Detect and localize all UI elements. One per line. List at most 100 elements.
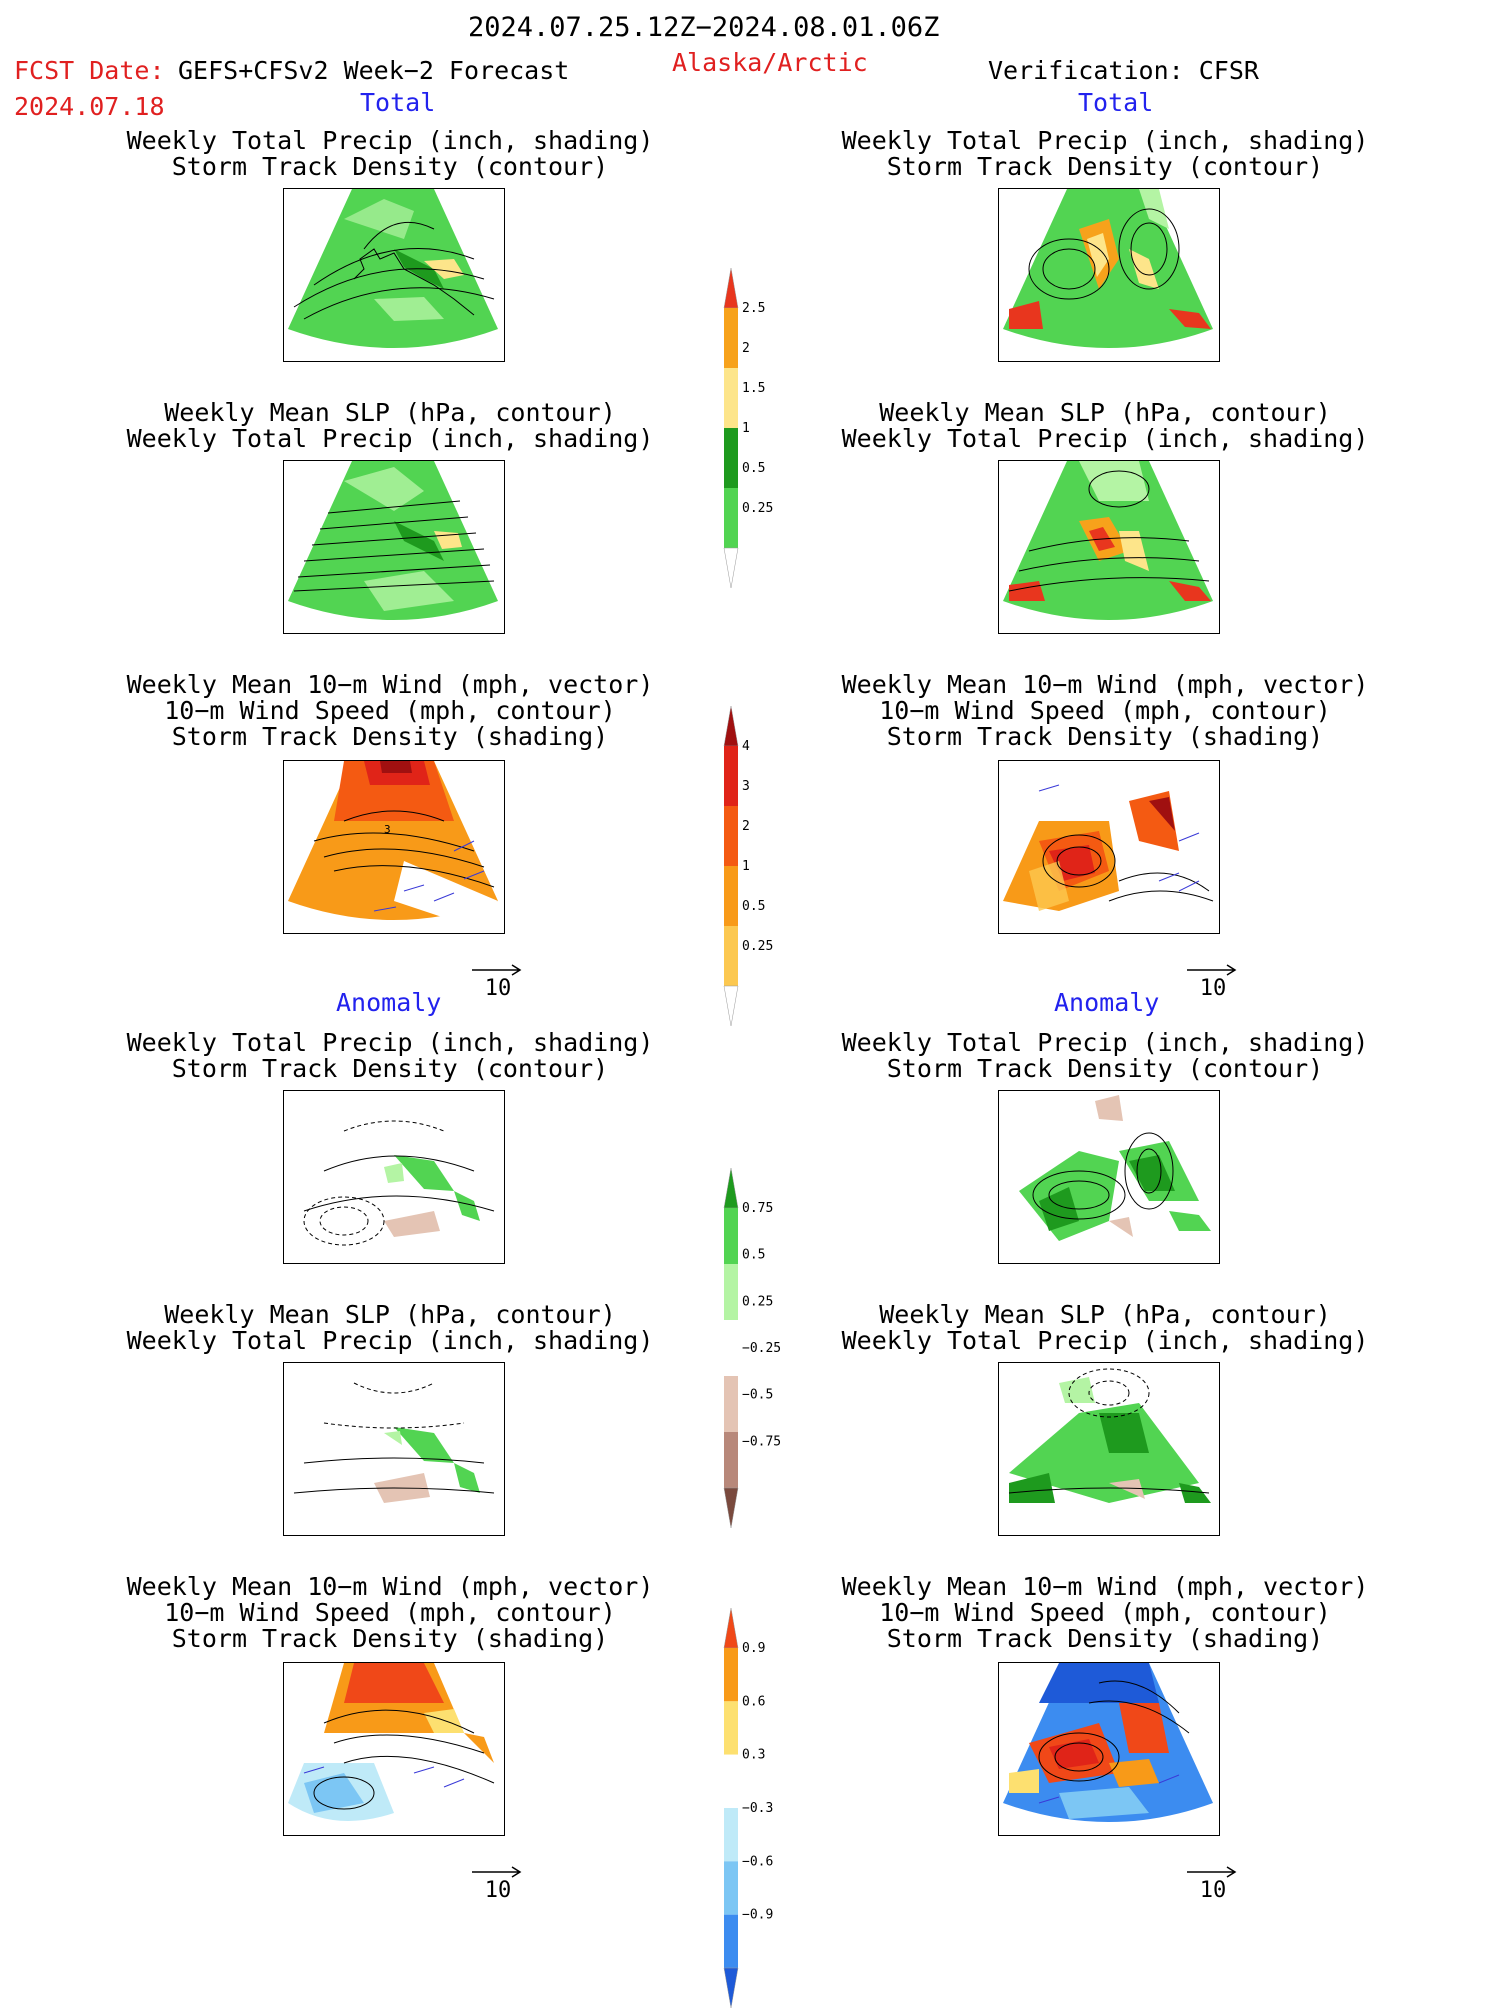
- vector-scale-label: 10: [1199, 976, 1227, 1001]
- panel-title: Weekly Mean 10−m Wind (mph, vector) 10−m…: [70, 1574, 710, 1652]
- title-line: Weekly Total Precip (inch, shading): [841, 424, 1369, 453]
- colorbar-tick-label: −0.5: [742, 1388, 773, 1403]
- colorbar-tick-label: 2.5: [742, 301, 765, 316]
- colorbar-segment: [724, 1264, 738, 1320]
- map-total-precip-storm-verif: [998, 188, 1220, 362]
- title-line: Storm Track Density (contour): [886, 1054, 1324, 1083]
- colorbar-segment: [724, 1208, 738, 1264]
- title-line: 10−m Wind Speed (mph, contour): [879, 1598, 1331, 1627]
- colorbar-tip-bottom: [723, 985, 739, 1026]
- map-anom-precip-storm-fcst: [283, 1090, 505, 1264]
- colorbar-tick-label: −0.3: [742, 1801, 773, 1816]
- title-line: Storm Track Density (contour): [886, 152, 1324, 181]
- title-line: Weekly Mean 10−m Wind (mph, vector): [841, 1572, 1369, 1601]
- map-total-wind-storm-verif: [998, 760, 1220, 934]
- colorbar-tick-label: 1: [742, 859, 750, 874]
- colorbar-segment: [724, 1376, 738, 1432]
- map-total-slp-precip-verif: [998, 460, 1220, 634]
- title-line: Weekly Total Precip (inch, shading): [126, 1326, 654, 1355]
- colorbar-segment: [724, 308, 738, 368]
- vector-scale: 10: [1183, 962, 1243, 1001]
- section-anomaly-left: Anomaly: [336, 988, 442, 1017]
- colorbar-tip-top: [723, 1608, 739, 1649]
- colorbar-tick-label: 2: [742, 341, 750, 356]
- colorbar-tip-bottom: [723, 1487, 739, 1528]
- colorbar-tip-bottom: [723, 1967, 739, 2008]
- vector-scale: 10: [468, 1864, 528, 1903]
- section-total-right: Total: [1078, 88, 1154, 117]
- title-line: Weekly Total Precip (inch, shading): [126, 424, 654, 453]
- colorbar-tick-label: 0.25: [742, 939, 773, 954]
- colorbar-tick-label: 0.9: [742, 1641, 765, 1656]
- colorbar-segment: [724, 1648, 738, 1702]
- panel-title: Weekly Mean 10−m Wind (mph, vector) 10−m…: [785, 672, 1425, 750]
- panel-title: Weekly Total Precip (inch, shading) Stor…: [785, 1030, 1425, 1082]
- title-line: Storm Track Density (shading): [886, 722, 1324, 751]
- panel-title: Weekly Mean 10−m Wind (mph, vector) 10−m…: [70, 672, 710, 750]
- vector-scale-label: 10: [484, 976, 512, 1001]
- colorbar-svg: 0.75 0.5 0.25 −0.25 −0.5 −0.75: [723, 1168, 781, 1528]
- title-line: Weekly Mean 10−m Wind (mph, vector): [126, 1572, 654, 1601]
- colorbar-tick-label: −0.9: [742, 1908, 773, 1923]
- title-line: Weekly Total Precip (inch, shading): [126, 1028, 654, 1057]
- colorbar-tick-label: 0.25: [742, 501, 773, 516]
- colorbar-precip-total: 2.5 2 1.5 1 0.5 0.25: [720, 268, 840, 588]
- colorbar-tick-label: 0.5: [742, 899, 765, 914]
- colorbar-tick-label: 3: [742, 779, 750, 794]
- period-title: 2024.07.25.12Z−2024.08.01.06Z: [468, 12, 940, 43]
- colorbar-tick-label: 0.3: [742, 1748, 765, 1763]
- title-line: Weekly Mean 10−m Wind (mph, vector): [841, 670, 1369, 699]
- colorbar-tip-top: [723, 268, 739, 309]
- panel-title: Weekly Total Precip (inch, shading) Stor…: [70, 128, 710, 180]
- panel-title: Weekly Mean SLP (hPa, contour) Weekly To…: [70, 400, 710, 452]
- model-name: GEFS+CFSv2 Week−2 Forecast: [178, 56, 570, 85]
- colorbar-tick-label: 1: [742, 421, 750, 436]
- title-line: Weekly Mean SLP (hPa, contour): [164, 398, 616, 427]
- colorbar-svg: 4 3 2 1 0.5 0.25: [723, 706, 773, 1026]
- colorbar-segment: [724, 1808, 738, 1862]
- section-anomaly-right: Anomaly: [1054, 988, 1160, 1017]
- colorbar-tip-bottom: [723, 547, 739, 588]
- title-line: Weekly Total Precip (inch, shading): [841, 1326, 1369, 1355]
- map-anom-wind-storm-verif: [998, 1662, 1220, 1836]
- fcst-date-value: 2024.07.18: [14, 92, 165, 121]
- vector-scale-label: 10: [1199, 1878, 1227, 1903]
- colorbar-segment: [724, 806, 738, 866]
- colorbar-segment: [724, 1754, 738, 1808]
- title-line: Storm Track Density (shading): [171, 722, 609, 751]
- map-anom-wind-storm-fcst: [283, 1662, 505, 1836]
- panel-title: Weekly Mean SLP (hPa, contour) Weekly To…: [785, 1302, 1425, 1354]
- colorbar-segment: [724, 746, 738, 806]
- colorbar-tick-label: 0.6: [742, 1694, 765, 1709]
- map-total-precip-storm-fcst: [283, 188, 505, 362]
- title-line: Weekly Mean SLP (hPa, contour): [879, 1300, 1331, 1329]
- colorbar-tick-label: 0.5: [742, 461, 765, 476]
- colorbar-tip-top: [723, 706, 739, 747]
- colorbar-segment: [724, 926, 738, 986]
- colorbar-svg: 0.9 0.6 0.3 −0.3 −0.6 −0.9: [723, 1608, 773, 2008]
- colorbar-segment: [724, 1861, 738, 1915]
- title-line: Weekly Total Precip (inch, shading): [841, 1028, 1369, 1057]
- panel-title: Weekly Mean 10−m Wind (mph, vector) 10−m…: [785, 1574, 1425, 1652]
- colorbar-svg: 2.5 2 1.5 1 0.5 0.25: [723, 268, 773, 588]
- title-line: Weekly Mean 10−m Wind (mph, vector): [126, 670, 654, 699]
- colorbar-tick-label: 2: [742, 819, 750, 834]
- title-line: Weekly Total Precip (inch, shading): [126, 126, 654, 155]
- verification-label: Verification: CFSR: [988, 56, 1259, 85]
- vector-scale: 10: [468, 962, 528, 1001]
- vector-scale-label: 10: [484, 1878, 512, 1903]
- title-line: Storm Track Density (shading): [886, 1624, 1324, 1653]
- colorbar-tip-top: [723, 1168, 739, 1209]
- colorbar-segment: [724, 1914, 738, 1968]
- colorbar-tick-label: 1.5: [742, 381, 765, 396]
- panel-title: Weekly Mean SLP (hPa, contour) Weekly To…: [785, 400, 1425, 452]
- colorbar-segment: [724, 488, 738, 548]
- title-line: 10−m Wind Speed (mph, contour): [164, 696, 616, 725]
- colorbar-tick-label: −0.75: [742, 1434, 781, 1449]
- colorbar-storm-anom: 0.9 0.6 0.3 −0.3 −0.6 −0.9: [720, 1608, 840, 2008]
- title-line: Weekly Total Precip (inch, shading): [841, 126, 1369, 155]
- colorbar-tick-label: −0.25: [742, 1341, 781, 1356]
- title-line: Weekly Mean SLP (hPa, contour): [164, 1300, 616, 1329]
- map-anom-slp-precip-verif: [998, 1362, 1220, 1536]
- fcst-date-label: FCST Date:: [14, 56, 165, 85]
